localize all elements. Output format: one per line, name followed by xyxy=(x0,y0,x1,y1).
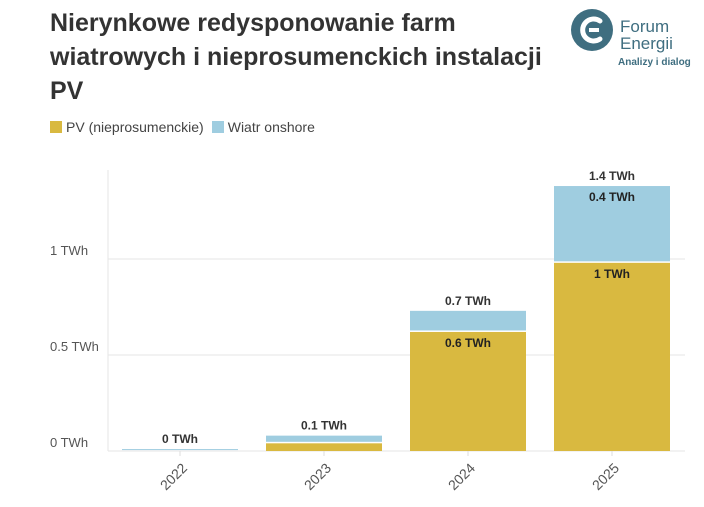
data-label: 0.6 TWh xyxy=(445,336,491,350)
chart-title: Nierynkowe redysponowanie farm wiatrowyc… xyxy=(50,9,542,105)
y-tick-label: 0.5 TWh xyxy=(50,339,99,354)
y-tick-label: 0 TWh xyxy=(50,435,88,450)
x-tick-label: 2023 xyxy=(301,460,334,493)
bar-segment xyxy=(266,443,382,451)
legend-item-wind[interactable]: Wiatr onshore xyxy=(211,119,315,135)
x-tick-label: 2024 xyxy=(445,460,478,493)
y-tick-label: 1 TWh xyxy=(50,243,88,258)
x-tick-label: 2022 xyxy=(157,460,190,493)
logo-tagline: Analizy i dialog xyxy=(618,57,691,68)
bar-segment xyxy=(554,186,670,262)
legend-label: PV (nieprosumenckie) xyxy=(66,119,204,135)
logo-line1: Forum xyxy=(620,17,669,36)
bar-segment xyxy=(410,331,526,451)
data-label: 0.4 TWh xyxy=(589,190,635,204)
legend-swatch xyxy=(211,121,224,133)
legend-swatch xyxy=(50,121,62,133)
bar-segment xyxy=(266,435,382,442)
bar-segment xyxy=(554,262,670,451)
total-label: 0 TWh xyxy=(162,432,198,446)
total-label: 0.7 TWh xyxy=(445,294,491,308)
x-tick-label: 2025 xyxy=(589,460,622,493)
legend-label: Wiatr onshore xyxy=(227,119,315,135)
total-label: 1.4 TWh xyxy=(589,169,635,183)
logo-line2: Energii xyxy=(620,34,673,53)
data-label: 1 TWh xyxy=(594,267,630,281)
legend-item-pv[interactable]: PV (nieprosumenckie) xyxy=(50,119,204,135)
forum-energii-logo: Forum Energii Analizy i dialog xyxy=(568,8,704,68)
legend: PV (nieprosumenckie) Wiatr onshore xyxy=(50,119,315,135)
total-label: 0.1 TWh xyxy=(301,419,347,433)
bar-segment xyxy=(410,310,526,331)
bar-segment xyxy=(122,449,238,451)
